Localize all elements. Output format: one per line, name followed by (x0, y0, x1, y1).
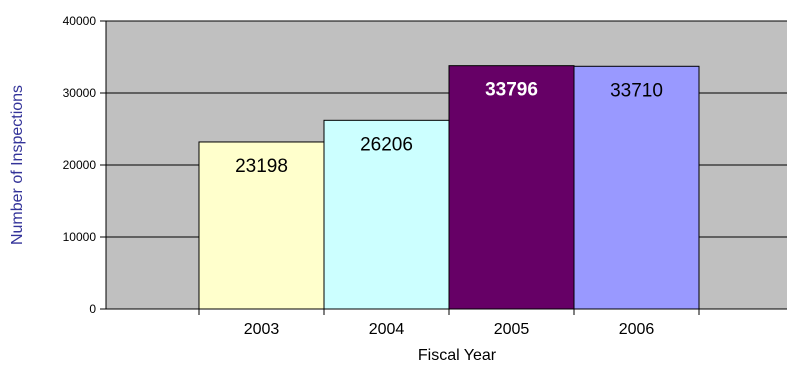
y-axis-title: Number of Inspections (9, 85, 26, 245)
bars (198, 65, 700, 310)
data-label-2005: 33796 (485, 80, 538, 101)
x-axis-title: Fiscal Year (418, 347, 497, 364)
data-label-2004: 26206 (360, 134, 413, 155)
x-tick-label: 2003 (244, 321, 280, 338)
x-tick-label: 2006 (619, 321, 655, 338)
bar-2005 (448, 65, 575, 310)
data-label-2003: 23198 (235, 156, 288, 177)
x-tick-label: 2004 (369, 321, 405, 338)
bar-2006 (573, 65, 700, 310)
x-tick-label: 2005 (494, 321, 530, 338)
y-tick-label: 30000 (63, 86, 97, 100)
y-tick-label: 40000 (63, 14, 97, 28)
y-tick-label: 20000 (63, 158, 97, 172)
bar-2004 (323, 119, 450, 310)
data-label-2006: 33710 (610, 80, 663, 101)
y-tick-label: 10000 (63, 230, 97, 244)
y-tick-label: 0 (89, 302, 96, 316)
labels: 0 10000 20000 30000 40000 23198 2003 26206 2004 3… (63, 14, 663, 338)
axes (100, 20, 787, 315)
